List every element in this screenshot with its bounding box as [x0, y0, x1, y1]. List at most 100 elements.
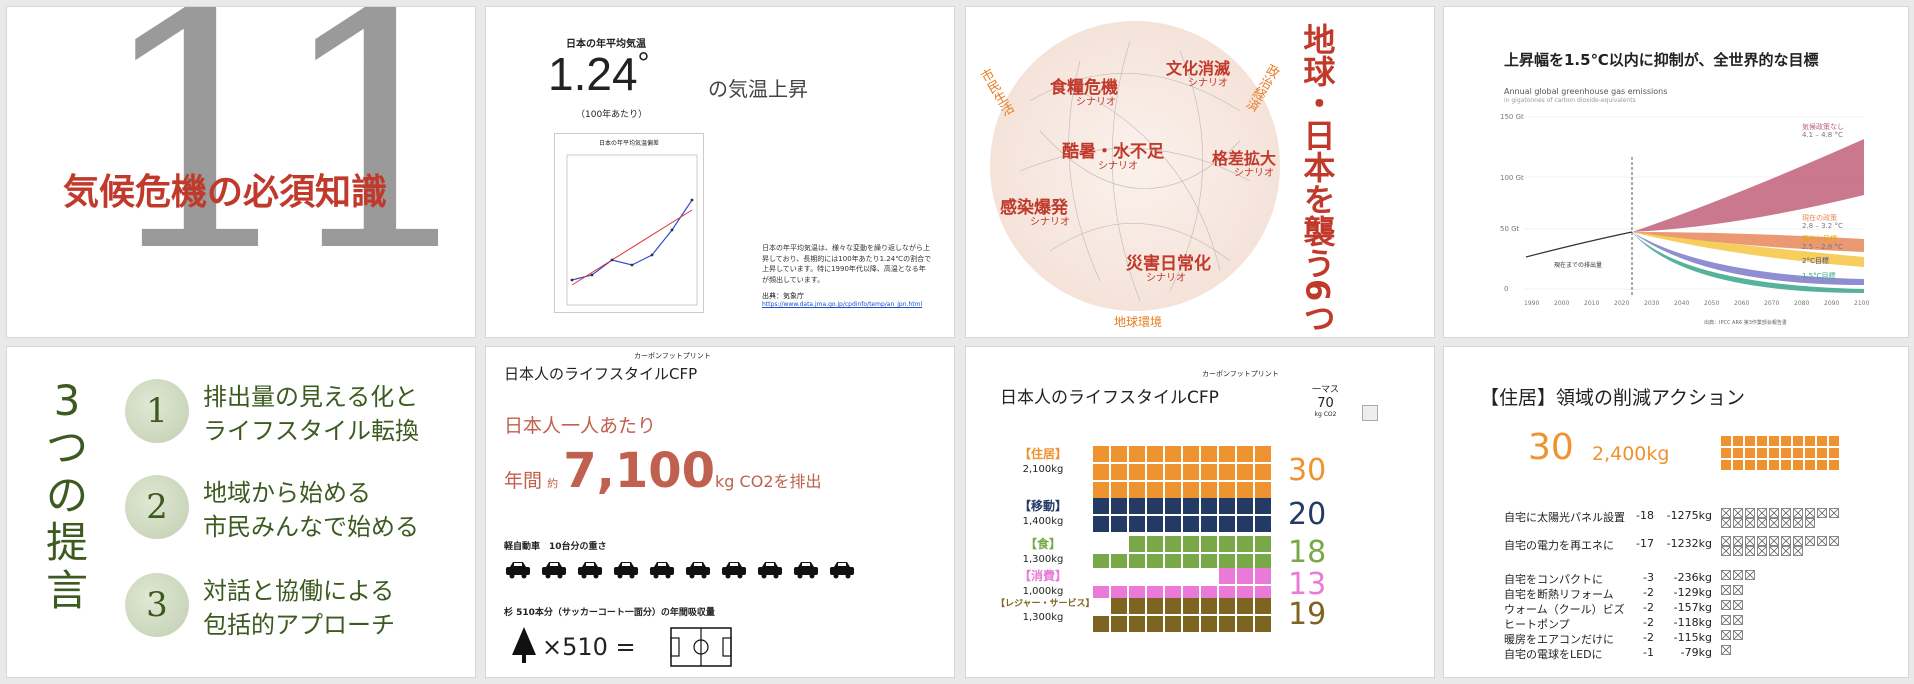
action-cells: -18 — [1636, 509, 1654, 522]
proposal-1-number: 1 — [125, 379, 189, 443]
cfp-cell — [1255, 616, 1271, 632]
legend-pledges: 誓約と目標 — [1802, 234, 1837, 243]
slide-title: 【住居】領域の削減アクション — [1480, 387, 1746, 409]
per-person: 日本人一人あたり — [504, 415, 657, 437]
action-kg: -1232kg — [1666, 537, 1712, 550]
reduction-box — [1829, 536, 1839, 546]
slide-7[interactable]: カーボンフットプリント 日本人のライフスタイルCFP 一マス 70 kg CO2 【… — [965, 346, 1435, 678]
housing-cell — [1829, 436, 1839, 446]
label-earth: 地球環境 — [1114, 315, 1163, 329]
reduction-box — [1733, 546, 1743, 556]
housing-cell — [1721, 460, 1731, 470]
reduction-box — [1781, 508, 1791, 518]
category-count: 18 — [1288, 535, 1327, 570]
category-name: 【レジャー・サービス】 — [996, 599, 1095, 609]
cfp-cell — [1255, 516, 1271, 532]
reduction-box — [1721, 645, 1731, 655]
legend-no-policy-range: 4.1 – 4.8 °C — [1802, 131, 1843, 140]
y-tick-50: 50 Gt — [1500, 225, 1520, 233]
proposal-3: 3 — [125, 573, 189, 637]
cfp-cell — [1093, 536, 1109, 552]
cfp-cell — [1111, 498, 1127, 514]
housing-cell — [1733, 448, 1743, 458]
cfp-cell — [1147, 498, 1163, 514]
scenario-culture-sub: シナリオ — [1188, 78, 1228, 89]
housing-cell — [1745, 448, 1755, 458]
slide-1[interactable]: 11 気候危機の必須知識 — [6, 6, 476, 338]
cfp-cell — [1237, 464, 1253, 480]
action-row: 自宅に太陽光パネル設置 -18 -1275kg — [1504, 508, 1864, 528]
tree-label: 杉 510本分（サッカーコート一面分）の年間吸収量 — [504, 608, 715, 618]
reduction-box — [1721, 585, 1731, 595]
band-1-5c — [1632, 232, 1864, 293]
cfp-cell — [1147, 568, 1163, 584]
reduction-box — [1757, 546, 1767, 556]
cfp-cell — [1129, 536, 1145, 552]
cfp-cell — [1255, 498, 1271, 514]
cfp-cell — [1219, 498, 1235, 514]
cfp-cell — [1147, 482, 1163, 498]
source-link[interactable]: https://www.data.jma.go.jp/cpdinfo/temp/… — [762, 301, 923, 308]
cfp-cell — [1165, 616, 1181, 632]
action-name: 自宅に太陽光パネル設置 — [1504, 511, 1625, 524]
ruby: カーボンフットプリント — [634, 352, 711, 360]
car-icon — [612, 561, 640, 583]
cell-count: 30 — [1528, 427, 1574, 468]
cfp-cell — [1201, 536, 1217, 552]
category-count: 30 — [1288, 453, 1327, 488]
reduction-box — [1721, 536, 1731, 546]
slide-8[interactable]: 【住居】領域の削減アクション 30 2,400kg 自宅に太陽光パネル設置 -18… — [1443, 346, 1909, 678]
cfp-cell — [1093, 568, 1109, 584]
housing-cell — [1757, 436, 1767, 446]
action-kg: -79kg — [1680, 646, 1712, 659]
reduction-box — [1745, 518, 1755, 528]
scenario-culture: 文化消滅 — [1166, 59, 1231, 78]
cfp-cell — [1129, 498, 1145, 514]
slide-4[interactable]: 上昇幅を1.5℃以内に抑制が、全世界的な目標 Annual global gre… — [1443, 6, 1909, 338]
x-tick-label: 2070 — [1764, 300, 1779, 307]
housing-cell — [1805, 448, 1815, 458]
slide-3[interactable]: 食糧危機 シナリオ 文化消滅 シナリオ 酷暑・水不足 シナリオ 格差拡大 シナリ… — [965, 6, 1435, 338]
cfp-cell — [1255, 554, 1271, 570]
cfp-cell — [1147, 598, 1163, 614]
category-name: 【移動】 — [1018, 499, 1067, 513]
reduction-box — [1721, 600, 1731, 610]
slide-6[interactable]: カーボンフットプリント 日本人のライフスタイルCFP 日本人一人あたり 年間 約… — [485, 346, 955, 678]
reduction-box — [1805, 536, 1815, 546]
cfp-cell — [1165, 568, 1181, 584]
cfp-cell — [1111, 464, 1127, 480]
explanation-text: 日本の年平均気温は、様々な変動を繰り返しながら上昇しており、長期的には100年あ… — [762, 244, 932, 284]
cfp-cell — [1111, 554, 1127, 570]
reduction-box — [1793, 518, 1803, 528]
x-tick-label: 2080 — [1794, 300, 1809, 307]
cfp-cell — [1093, 516, 1109, 532]
cfp-cell — [1219, 516, 1235, 532]
cfp-cell — [1255, 536, 1271, 552]
reduction-box — [1721, 630, 1731, 640]
action-kg: -1275kg — [1666, 509, 1712, 522]
cfp-cell — [1093, 464, 1109, 480]
cfp-cell — [1183, 616, 1199, 632]
action-row: 自宅をコンパクトに -3 -236kg — [1504, 570, 1864, 587]
data-point — [650, 253, 654, 257]
cfp-cell — [1219, 598, 1235, 614]
x-tick-label: 2000 — [1554, 300, 1569, 307]
cfp-cell — [1147, 516, 1163, 532]
housing-cell — [1829, 460, 1839, 470]
car-icon — [648, 561, 676, 583]
y-tick-100: 100 Gt — [1500, 174, 1524, 182]
source: 出典：気象庁 — [762, 292, 804, 300]
cfp-cell — [1147, 446, 1163, 462]
scenario-inequality-sub: シナリオ — [1234, 168, 1274, 179]
cfp-cell — [1147, 554, 1163, 570]
cfp-cell — [1201, 482, 1217, 498]
legend-current: 現在の政策 — [1802, 213, 1837, 222]
cfp-cell — [1093, 482, 1109, 498]
reduction-box — [1745, 570, 1755, 580]
x-tick-label: 2100 — [1854, 300, 1869, 307]
cfp-cell — [1201, 598, 1217, 614]
action-kg: -115kg — [1673, 631, 1712, 644]
slide-2[interactable]: 日本の年平均気温 1.24° の気温上昇 （100年あたり） 日本の年平均気温偏… — [485, 6, 955, 338]
slide-title: 日本人のライフスタイルCFP — [1000, 388, 1219, 408]
